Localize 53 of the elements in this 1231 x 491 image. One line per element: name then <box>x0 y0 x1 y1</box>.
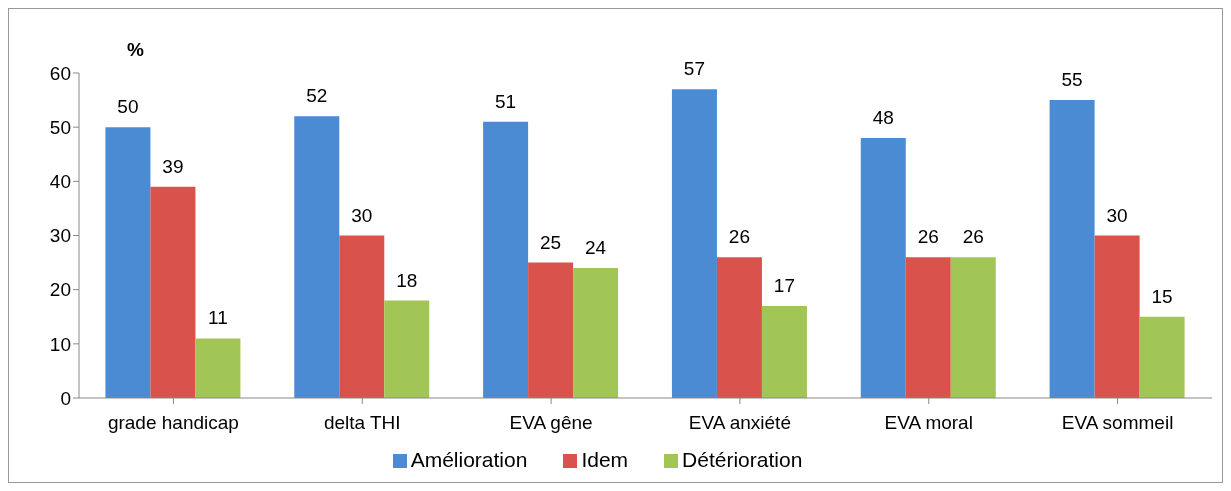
bar <box>573 268 619 398</box>
data-label: 55 <box>1061 69 1083 91</box>
y-tick-label: 0 <box>60 387 71 409</box>
legend-label: Idem <box>581 448 629 471</box>
bar <box>339 235 385 398</box>
y-tick-label: 60 <box>49 62 71 84</box>
legend-label: Détérioration <box>682 448 803 471</box>
bar <box>105 127 151 398</box>
data-label: 30 <box>1106 204 1128 226</box>
bar <box>716 257 762 398</box>
data-label: 51 <box>495 90 517 112</box>
y-tick-label: 20 <box>49 279 71 301</box>
bar <box>294 116 340 398</box>
y-tick-label: 40 <box>49 171 71 193</box>
x-tick-label: grade handicap <box>107 412 239 434</box>
y-tick-label: 10 <box>49 333 71 355</box>
x-tick-label: EVA anxiété <box>688 412 791 434</box>
data-label: 50 <box>117 96 139 118</box>
data-label: 39 <box>162 155 184 177</box>
bar <box>950 257 996 398</box>
bar <box>150 186 196 398</box>
bar <box>528 262 574 398</box>
data-label: 25 <box>540 231 562 253</box>
bar <box>905 257 951 398</box>
data-label: 18 <box>396 269 418 291</box>
data-label: 17 <box>773 274 796 296</box>
data-label: 26 <box>962 226 984 248</box>
data-label: 57 <box>683 58 706 80</box>
data-label: 11 <box>208 307 228 329</box>
data-label: 48 <box>872 107 894 128</box>
y-tick-label: 30 <box>49 225 71 247</box>
data-label: 30 <box>351 204 373 226</box>
bar <box>195 338 241 398</box>
y-axis-title: % <box>127 39 144 61</box>
data-label: 24 <box>585 237 607 258</box>
bar <box>1094 235 1140 398</box>
data-label: 15 <box>1151 285 1173 307</box>
x-tick-label: EVA gêne <box>509 412 593 434</box>
y-tick-label: 50 <box>49 116 71 138</box>
bar <box>483 121 529 398</box>
x-tick-label: delta THI <box>323 412 401 434</box>
bar <box>860 138 906 398</box>
data-label: 52 <box>306 85 328 107</box>
bar <box>1139 316 1185 398</box>
bar <box>1049 100 1095 398</box>
x-tick-label: EVA sommeil <box>1061 412 1174 434</box>
bar <box>761 305 807 398</box>
bar <box>384 300 430 398</box>
data-label: 26 <box>917 226 939 248</box>
legend-label: Amélioration <box>410 448 528 471</box>
bar <box>671 89 717 398</box>
x-tick-label: EVA moral <box>884 412 973 434</box>
data-label: 26 <box>728 226 751 248</box>
